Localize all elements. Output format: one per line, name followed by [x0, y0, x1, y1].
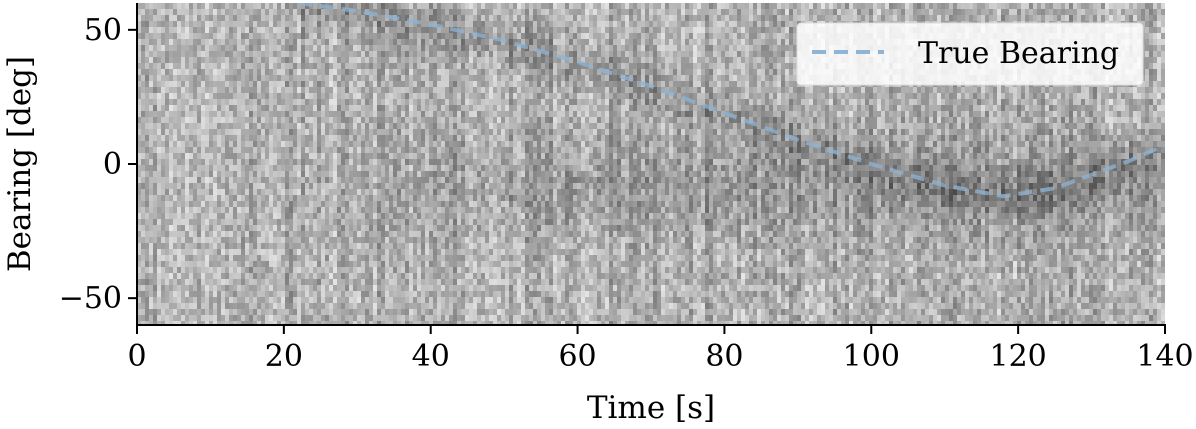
series-line-true-bearing — [298, 3, 1165, 199]
y-axis-label: Bearing [deg] — [2, 56, 38, 272]
x-tick-label: 120 — [990, 339, 1047, 374]
x-tick-label: 40 — [412, 339, 450, 374]
x-tick-label: 100 — [843, 339, 900, 374]
series-layer — [298, 3, 1165, 199]
legend-label-true-bearing: True Bearing — [918, 36, 1119, 71]
x-tick-label: 80 — [705, 339, 743, 374]
y-tick-label: −50 — [59, 281, 122, 316]
legend-box — [796, 22, 1144, 86]
x-tick-label: 20 — [265, 339, 303, 374]
x-tick-label: 60 — [558, 339, 596, 374]
y-tick-label: 0 — [103, 147, 122, 182]
y-tick-label: 50 — [84, 13, 122, 48]
x-axis-label: Time [s] — [587, 390, 715, 426]
x-tick-label: 140 — [1136, 339, 1193, 374]
x-tick-label: 0 — [127, 339, 146, 374]
legend: True Bearing — [796, 22, 1144, 86]
